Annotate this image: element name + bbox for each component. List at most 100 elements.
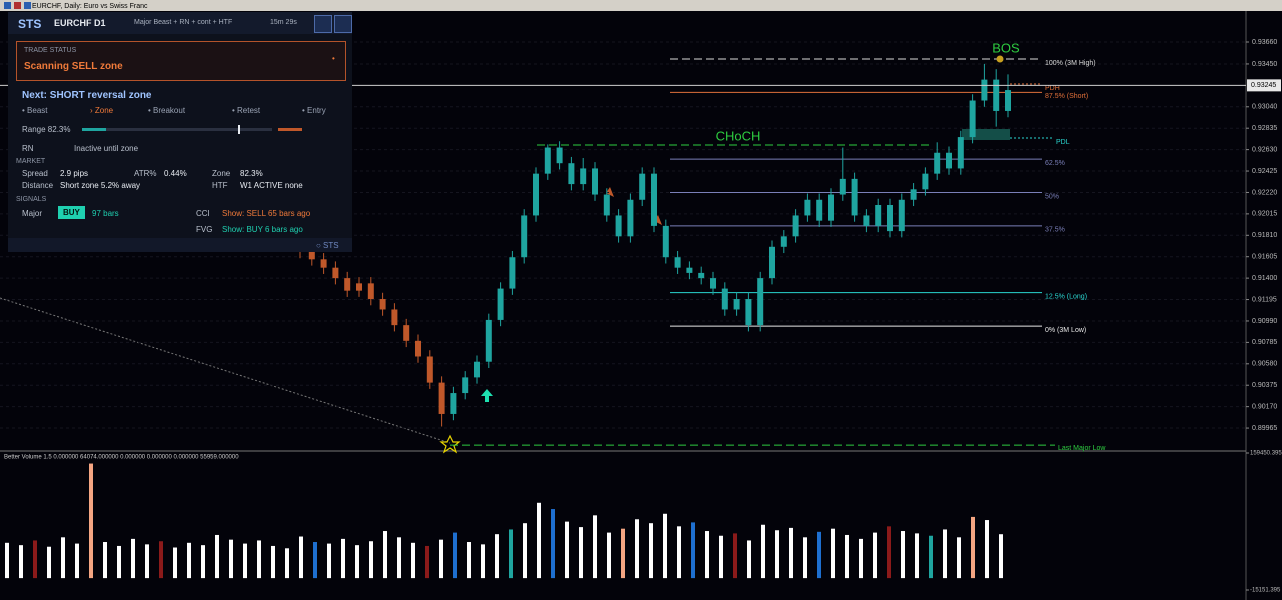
volume-bar: [299, 536, 303, 579]
candle-body: [391, 309, 398, 326]
volume-bar: [789, 527, 793, 579]
level-label: 87.5% (Short): [1045, 93, 1088, 100]
toggle-button[interactable]: [314, 15, 332, 33]
step-label: Zone: [94, 106, 114, 115]
label: HTF: [212, 181, 228, 190]
last-price-box: [1247, 79, 1281, 92]
volume-bar: [635, 519, 639, 579]
volume-bar: [943, 529, 947, 579]
volume-bar: [243, 543, 247, 579]
y-tick-label: 0.90990: [1252, 318, 1277, 325]
value: 97 bars: [92, 209, 119, 218]
volume-bar: [523, 523, 527, 579]
candle-body: [875, 204, 882, 226]
candle-body: [780, 236, 787, 247]
candle-body: [898, 199, 905, 232]
volume-bar: [159, 541, 163, 579]
candle-body: [863, 215, 870, 226]
sts-panel: STS EURCHF D1 Major Beast + RN + cont + …: [8, 12, 352, 252]
y-tick-label: 0.92015: [1252, 211, 1277, 218]
symbol: EURCHF D1: [54, 18, 106, 28]
volume-bar: [425, 545, 429, 579]
label: ATR%: [134, 169, 157, 178]
candle-body: [934, 152, 941, 174]
candle-body: [462, 377, 469, 394]
zone-box: [962, 129, 1010, 140]
status-box: [16, 41, 346, 81]
candle-body: [686, 267, 693, 273]
volume-bar: [845, 534, 849, 579]
candle-body: [887, 204, 893, 232]
candle-body: [615, 215, 622, 237]
volume-bar: [509, 529, 513, 579]
volume-bar: [19, 545, 23, 579]
y-tick-label: 0.92220: [1252, 189, 1277, 196]
volume-bar: [537, 502, 541, 579]
signal-arrow: [654, 215, 662, 225]
volume-bar: [215, 534, 219, 579]
level-label: 12.5% (Long): [1045, 293, 1087, 300]
volume-bar: [369, 541, 373, 579]
volume-bar: [75, 543, 79, 579]
trend-line: [0, 297, 451, 444]
range-marker: [238, 125, 241, 134]
footer: ○ STS: [316, 241, 339, 250]
volume-bar: [579, 527, 583, 579]
value: 82.3%: [240, 169, 263, 178]
candle-body: [485, 319, 492, 362]
panel-header: [8, 12, 352, 34]
candle-body: [721, 288, 728, 310]
volume-bar: [257, 540, 261, 579]
volume-bar: [971, 516, 975, 579]
volume-bar: [705, 531, 709, 579]
volume-bar: [117, 545, 121, 579]
buy-arrow: [481, 389, 493, 402]
step: › Zone: [90, 106, 114, 115]
volume-bar: [593, 515, 597, 579]
y-tick-label: 0.93660: [1252, 39, 1277, 46]
step: • Entry: [302, 106, 326, 115]
volume-bar: [229, 539, 233, 579]
range-fill-end: [278, 128, 302, 131]
candle-body: [651, 173, 657, 226]
candle-body: [474, 361, 480, 378]
volume-bar: [89, 463, 93, 579]
volume-bar: [201, 545, 205, 579]
icon: [24, 2, 31, 9]
volume-bar: [719, 535, 723, 579]
y-tick-label: 0.93450: [1252, 61, 1277, 68]
volume-bar: [131, 538, 135, 579]
volume-bar: [411, 542, 415, 579]
buy-badge: BUY: [58, 206, 85, 219]
section-label: MARKET: [16, 158, 46, 165]
volume-bar: [761, 524, 765, 579]
candle-body: [993, 79, 1000, 111]
candle-body: [580, 168, 587, 185]
volume-bar: [103, 542, 107, 579]
y-tick-label: 0.92835: [1252, 125, 1277, 132]
volume-bar: [467, 542, 471, 579]
candle-body: [816, 199, 823, 221]
level-label: PDH: [1045, 85, 1060, 92]
volume-bar: [397, 537, 401, 579]
candle-body: [627, 199, 634, 237]
label: Zone: [212, 169, 231, 178]
volume-bar: [327, 543, 331, 579]
signal-arrow: [606, 187, 614, 197]
volume-bar: [145, 544, 149, 579]
candle-body: [403, 325, 410, 341]
volume-bar: [313, 542, 317, 579]
y-tick-label: 0.90785: [1252, 339, 1277, 346]
volume-bar: [271, 545, 275, 579]
brand: STS: [18, 17, 42, 31]
label: Distance: [22, 181, 54, 190]
value: 2.9 pips: [60, 169, 89, 178]
volume-bar: [859, 538, 863, 579]
status-dot: •: [332, 54, 335, 63]
minimize-button[interactable]: [334, 15, 352, 33]
y-tick-label: 0.91605: [1252, 254, 1277, 261]
volume-bar: [383, 531, 387, 579]
candle-body: [367, 283, 374, 300]
candle-body: [450, 393, 457, 414]
next-step: Next: SHORT reversal zone: [22, 90, 152, 101]
